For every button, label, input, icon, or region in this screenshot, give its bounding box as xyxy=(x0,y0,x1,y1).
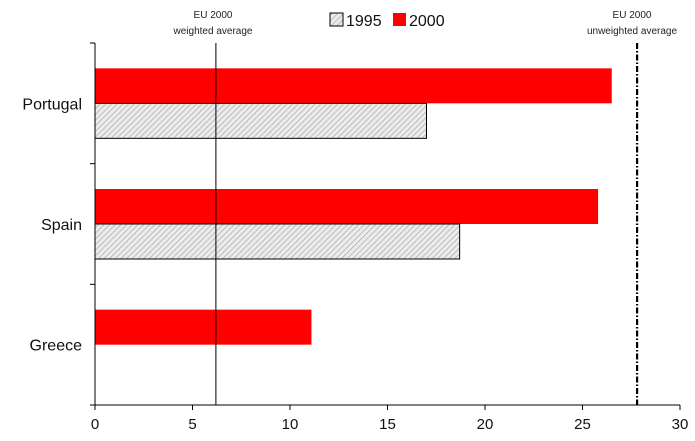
x-tick-label: 0 xyxy=(91,416,99,433)
bar-2000-greece xyxy=(95,309,312,345)
x-tick-label: 15 xyxy=(379,416,396,433)
category-label-portugal: Portugal xyxy=(22,96,82,113)
legend-label-1995: 1995 xyxy=(346,13,382,30)
x-tick-label: 5 xyxy=(188,416,196,433)
legend-swatch-2000 xyxy=(393,13,406,26)
reference-lines: EU 2000 weighted average EU 2000 unweighted… xyxy=(173,10,678,405)
x-tick-label: 20 xyxy=(477,416,494,433)
reference-label-line2: unweighted average xyxy=(587,26,678,37)
legend-swatch-1995 xyxy=(329,12,344,27)
category-label-spain: Spain xyxy=(41,217,82,234)
bar-2000-spain xyxy=(95,189,599,224)
category-label-greece: Greece xyxy=(30,338,83,355)
x-tick-label: 30 xyxy=(672,416,689,433)
bar-2000-portugal xyxy=(95,68,612,104)
legend: 1995 2000 xyxy=(329,12,445,30)
x-tick-label: 10 xyxy=(282,416,299,433)
reference-label-line2: weighted average xyxy=(173,26,253,37)
bar-1995-spain xyxy=(94,223,461,260)
axes: Portugal Spain Greece 0 5 10 15 20 25 30 xyxy=(22,42,689,433)
x-tick-label: 25 xyxy=(574,416,591,433)
legend-label-2000: 2000 xyxy=(409,13,445,30)
bar-1995-portugal xyxy=(94,102,427,139)
reference-label-line1: EU 2000 xyxy=(613,10,652,21)
reference-label-line1: EU 2000 xyxy=(194,10,233,21)
bars-layer xyxy=(94,68,612,345)
